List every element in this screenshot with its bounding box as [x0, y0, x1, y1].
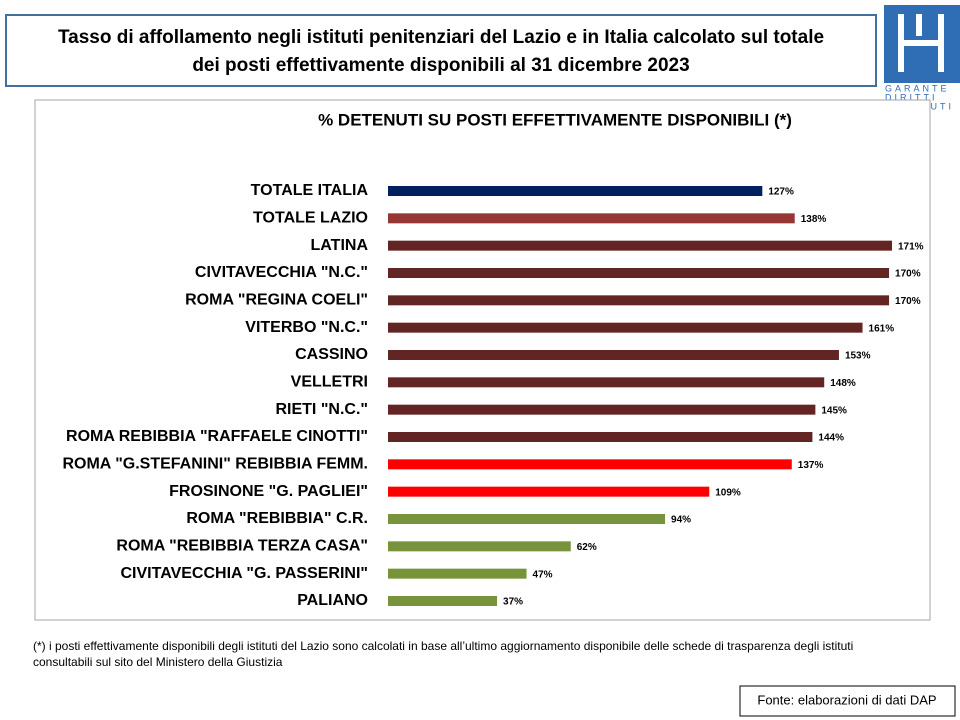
- bar: [388, 322, 863, 333]
- value-label: 148%: [830, 378, 856, 389]
- bar: [388, 596, 498, 606]
- bar: [388, 486, 710, 497]
- bar: [388, 268, 890, 278]
- value-label: 161%: [869, 323, 895, 334]
- source: Fonte: elaborazioni di dati DAP: [757, 692, 936, 707]
- value-label: 47%: [533, 569, 553, 580]
- logo: GARANTE DIRITTI DETENUTI: [884, 5, 960, 111]
- value-label: 127%: [768, 187, 794, 198]
- category-label: RIETI "N.C.": [275, 401, 368, 418]
- value-label: 62%: [577, 542, 597, 553]
- category-label: FROSINONE "G. PAGLIEI": [169, 483, 368, 500]
- value-label: 171%: [898, 241, 924, 252]
- category-label: CIVITAVECCHIA "G. PASSERINI": [121, 565, 369, 582]
- bar: [388, 514, 666, 524]
- value-label: 153%: [845, 351, 871, 362]
- logo-text: GARANTE: [885, 83, 950, 93]
- category-label: TOTALE LAZIO: [253, 210, 368, 227]
- category-label: TOTALE ITALIA: [251, 182, 369, 199]
- value-label: 170%: [895, 296, 921, 307]
- category-label: ROMA "REBIBBIA" C.R.: [186, 510, 368, 527]
- category-label: LATINA: [311, 237, 369, 254]
- title-box: [5, 14, 877, 87]
- value-label: 145%: [821, 405, 847, 416]
- footnote: consultabili sul sito del Ministero dell…: [33, 655, 283, 669]
- logo-text: DIRITTI: [885, 92, 938, 102]
- bar: [388, 240, 892, 251]
- source-box: [739, 685, 956, 717]
- value-label: 94%: [671, 515, 691, 526]
- bar: [388, 568, 527, 579]
- value-label: 109%: [715, 487, 741, 498]
- value-label: 37%: [503, 597, 523, 608]
- category-label: CIVITAVECCHIA "N.C.": [195, 264, 368, 281]
- category-label: VELLETRI: [291, 374, 368, 391]
- category-label: ROMA REBIBBIA "RAFFAELE CINOTTI": [66, 428, 368, 445]
- category-label: VITERBO "N.C.": [245, 319, 368, 336]
- value-label: 170%: [895, 269, 921, 280]
- value-label: 138%: [801, 214, 827, 225]
- bar: [388, 350, 839, 360]
- footnote: (*) i posti effettivamente disponibili d…: [33, 639, 853, 653]
- category-label: ROMA "REBIBBIA TERZA CASA": [116, 538, 368, 555]
- bar: [388, 377, 825, 388]
- category-label: PALIANO: [297, 592, 368, 609]
- category-label: CASSINO: [295, 346, 368, 363]
- logo-mark: [898, 40, 944, 46]
- bar: [388, 541, 571, 552]
- category-label: ROMA "G.STEFANINI" REBIBBIA FEMM.: [62, 456, 368, 473]
- header-title: Tasso di affollamento negli istituti pen…: [58, 27, 824, 48]
- bar: [388, 213, 795, 224]
- bar: [388, 432, 813, 442]
- bar: [388, 186, 763, 196]
- header-title: dei posti effettivamente disponibili al …: [192, 55, 689, 76]
- logo-mark: [916, 14, 922, 36]
- bar: [388, 404, 816, 415]
- value-label: 137%: [798, 460, 824, 471]
- bar: [388, 295, 890, 306]
- bar: [388, 459, 792, 470]
- category-label: ROMA "REGINA COELI": [185, 292, 368, 309]
- value-label: 144%: [818, 433, 844, 444]
- chart-title: % DETENUTI SU POSTI EFFETTIVAMENTE DISPO…: [318, 110, 792, 129]
